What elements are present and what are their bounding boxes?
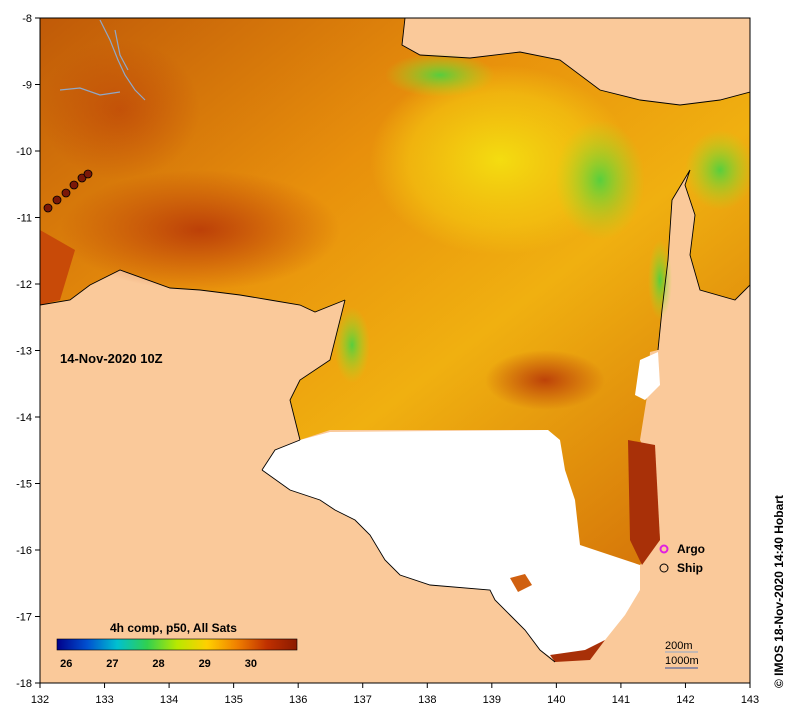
y-axis: -8 -9 -10 -11 -12 -13 -14 -15 -16 -17 -18 [16, 13, 40, 690]
sst-field-sw-bay [40, 230, 75, 305]
x-tick-label: 136 [289, 694, 307, 706]
cloud-mask-east [635, 352, 660, 400]
warm-patch-northwest [40, 40, 200, 180]
cool-patch-eastcoast [648, 240, 672, 320]
x-tick-label: 134 [160, 694, 178, 706]
land-cape-york [540, 620, 750, 683]
colorbar: 4h comp, p50, All Sats 26 27 28 29 30 [56, 621, 298, 670]
x-tick-label: 132 [31, 694, 49, 706]
y-tick-label: -15 [16, 479, 32, 491]
colorbar-tick-label: 30 [245, 658, 257, 670]
depth-200m-label: 200m [665, 640, 693, 652]
coastline [40, 18, 750, 663]
x-tick-label: 143 [741, 694, 759, 706]
colorbar-tick-label: 29 [199, 658, 211, 670]
colorbar-ramp [56, 638, 298, 651]
warm-patch-island [510, 574, 532, 592]
warm-dots [43, 169, 93, 213]
y-tick-label: -18 [16, 678, 32, 690]
depth-1000m-label: 1000m [665, 655, 699, 667]
ship-marker-icon [659, 563, 669, 573]
y-tick-label: -11 [17, 213, 32, 225]
cool-patch-northeast [685, 130, 750, 210]
depth-contour-key: 200m 1000m [665, 640, 699, 669]
map-layers [40, 18, 750, 683]
y-tick-label: -16 [16, 545, 32, 557]
warm-patch-west [60, 170, 340, 290]
warm-strip-southtip [550, 640, 605, 662]
x-tick-label: 142 [676, 694, 694, 706]
colorbar-ticks: 26 27 28 29 30 [60, 658, 257, 670]
x-tick-label: 137 [354, 694, 372, 706]
argo-legend-label: Argo [677, 542, 705, 556]
x-tick-label: 139 [483, 694, 501, 706]
cool-patch-westcoast [334, 307, 370, 383]
y-tick-label: -12 [16, 279, 32, 291]
timestamp-label: 14-Nov-2020 10Z [60, 351, 163, 366]
cloud-mask [262, 430, 640, 660]
x-axis: 132 133 134 135 136 137 138 139 140 141 142 143 [31, 683, 759, 706]
y-tick-label: -17 [16, 612, 32, 624]
argo-marker-icon [659, 544, 669, 554]
colorbar-title: 4h comp, p50, All Sats [110, 621, 237, 635]
colorbar-tick-label: 28 [152, 658, 164, 670]
ship-legend-label: Ship [677, 561, 703, 575]
x-tick-label: 140 [547, 694, 565, 706]
warm-patch-south [485, 350, 605, 410]
credit-text: © IMOS 18-Nov-2020 14:40 Hobart [772, 495, 786, 688]
x-tick-label: 135 [224, 694, 242, 706]
platform-legend: Argo Ship [659, 542, 705, 575]
y-tick-label: -13 [16, 346, 32, 358]
colorbar-tick-label: 27 [106, 658, 118, 670]
y-tick-label: -8 [22, 13, 32, 25]
y-tick-label: -14 [16, 412, 32, 424]
x-tick-label: 138 [418, 694, 436, 706]
river-traces [59, 19, 146, 101]
cool-patch-north [385, 53, 495, 97]
warm-strip-eastcoast [628, 440, 660, 565]
y-tick-label: -10 [16, 146, 32, 158]
x-tick-label: 133 [95, 694, 113, 706]
colorbar-tick-label: 26 [60, 658, 72, 670]
y-tick-label: -9 [22, 80, 32, 92]
cool-patch-east [555, 120, 645, 240]
x-tick-label: 141 [612, 694, 630, 706]
